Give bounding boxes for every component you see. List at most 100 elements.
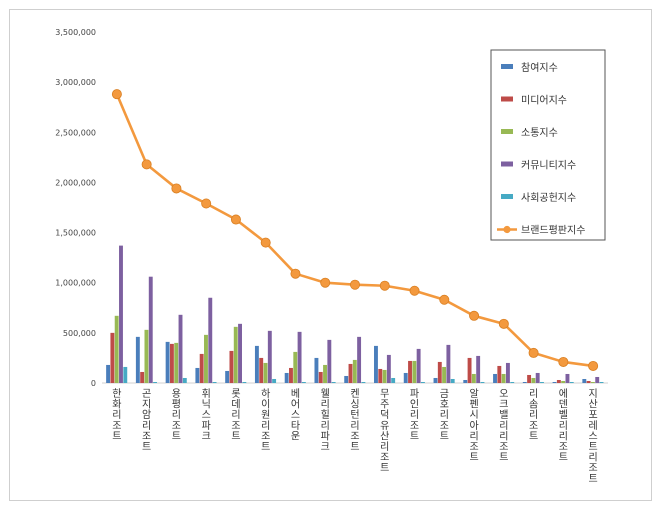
brand-line-point [111,89,122,100]
y-tick-label: 2,500,000 [55,128,96,137]
bar-1 [106,364,111,383]
bar-3 [204,334,208,383]
legend-label: 참여지수 [521,62,558,74]
brand-line-point [409,285,420,296]
bar-4 [327,339,332,383]
bar-2 [289,367,293,383]
brand-line-point [588,360,599,371]
bar-1 [582,378,587,383]
bar-2 [497,365,502,383]
brand-line-point [230,214,241,225]
y-tick-label: 500,000 [63,329,96,338]
bar-3 [323,364,327,383]
bar-4 [505,362,510,383]
bar-5 [599,381,604,383]
brand-line-point [141,159,152,170]
bar-5 [242,381,247,383]
bar-2 [527,374,532,383]
bar-5 [510,381,515,383]
y-tick-label: 3,500,000 [55,28,96,37]
bar-5 [331,381,336,383]
brand-line [111,89,599,371]
legend-swatch [501,96,513,102]
bar-1 [284,372,289,383]
bar-5 [153,381,157,383]
legend-label: 미디어지수 [521,95,567,107]
legend-label: 커뮤니티지수 [521,160,576,172]
bar-5 [540,381,544,383]
bar-2 [140,371,145,383]
legend-marker [503,225,511,234]
bar-1 [463,379,468,383]
bar-3 [263,362,268,383]
bar-1 [195,367,200,383]
legend-swatch [501,161,513,167]
bar-4 [446,344,451,383]
y-tick-label: 0 [91,379,96,388]
bar-4 [595,376,600,383]
bar-4 [476,355,481,383]
bar-3 [382,369,387,383]
legend-swatch [501,64,513,69]
brand-line-point [528,347,539,358]
legend-label: 소통지수 [521,127,558,139]
bar-1 [493,373,497,383]
bar-3 [144,329,149,383]
bar-1 [344,375,349,383]
legend-box [490,49,606,241]
bar-1 [135,336,140,383]
bar-5 [569,381,574,383]
bar-5 [272,378,277,383]
legend-label: 브랜드평판지수 [521,225,585,237]
brand-line-point [201,198,212,209]
bar-2 [586,380,591,383]
bar-4 [357,336,362,383]
legend-label: 사회공헌지수 [521,192,576,204]
bar-3 [352,359,357,383]
bar-3 [531,377,536,383]
bar-2 [229,350,234,383]
bar-1 [314,357,319,383]
brand-line-point [558,356,569,367]
y-tick-label: 1,000,000 [55,279,96,288]
bar-4 [535,372,540,383]
bar-2 [408,360,412,383]
brand-line-point [320,277,331,288]
brand-line-point [469,310,480,321]
bar-5 [212,381,217,383]
bar-5 [391,377,396,383]
bar-4 [178,314,183,383]
brand-line-point [260,237,271,248]
brand-line-point [171,183,182,194]
bar-3 [174,342,179,383]
bar-2 [110,332,115,383]
bar-1 [433,377,438,383]
bar-3 [442,366,447,383]
bar-1 [254,345,259,383]
bar-2 [259,357,264,383]
chart-svg: 0 500,000 1,000,000 1,500,000 2,000,000 2,500… [55,28,608,485]
bar-3 [561,380,566,383]
bar-2 [199,353,204,383]
bar-5 [123,366,128,383]
chart-frame: 0 500,000 1,000,000 1,500,000 2,000,000 2,500… [9,9,652,501]
bar-5 [420,381,425,383]
bar-2 [556,379,561,383]
legend-swatch [501,129,513,134]
bar-2 [467,357,472,383]
